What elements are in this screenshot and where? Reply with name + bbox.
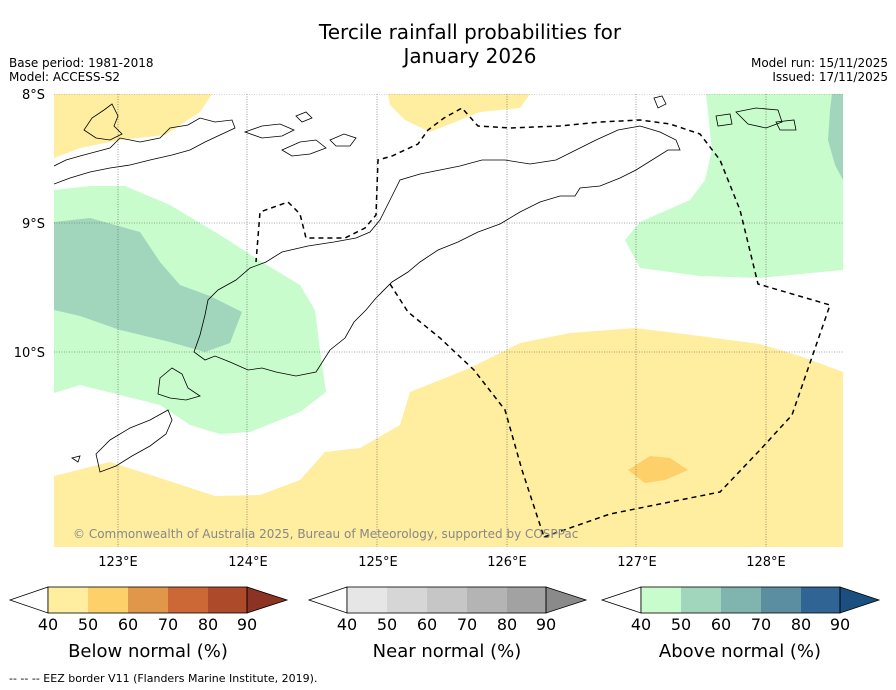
lat-label-8s: 8°S — [22, 88, 45, 103]
eez-border-timor-leste — [255, 107, 831, 538]
colorbar-below-normal-title: Below normal (%) — [68, 641, 228, 662]
below-normal-60-patch — [628, 456, 688, 483]
colorbar-near-normal-tick-80: 80 — [497, 615, 517, 634]
coastline-island-4 — [295, 111, 313, 123]
colorbar-above-normal-seg-50-60 — [681, 587, 721, 613]
eez-border — [255, 107, 831, 538]
issued-label: Issued: 17/11/2025 — [772, 70, 888, 84]
coastline-flores — [54, 117, 236, 185]
colorbar-below-normal-tick-90: 90 — [237, 615, 257, 634]
colorbar-below-normal-tick-40: 40 — [38, 615, 58, 634]
colorbar-below-normal-seg-60-70 — [128, 587, 168, 613]
eez-border-south-leg — [389, 283, 545, 538]
colorbar-near-normal-seg-80-90 — [507, 587, 546, 613]
colorbar-near-normal-seg-60-70 — [427, 587, 467, 613]
above-normal-60-west — [54, 218, 242, 352]
colorbar-near-normal-tick-60: 60 — [417, 615, 437, 634]
lon-label-125e: 125°E — [358, 555, 398, 570]
colorbar-above-normal-tick-90: 90 — [830, 615, 850, 634]
colorbar-above-normal-tick-60: 60 — [711, 615, 731, 634]
colorbar-below-normal-seg-80-90 — [208, 587, 247, 613]
coastline-sumba-north — [83, 103, 123, 141]
below-normal-50-north — [388, 94, 530, 132]
coastline-island-1 — [243, 123, 295, 139]
colorbar-near-normal-tick-40: 40 — [337, 615, 357, 634]
colorbar-below-normal-seg-70-80 — [168, 587, 208, 613]
above-normal-50-east — [625, 94, 843, 278]
copyright-notice: © Commonwealth of Australia 2025, Bureau… — [73, 527, 579, 541]
map-plot-area — [54, 94, 843, 547]
colorbar-near-normal-seg-50-60 — [387, 587, 427, 613]
colorbar-above-normal-low-arrow — [600, 586, 642, 614]
title-line-2: January 2026 — [403, 44, 537, 68]
colorbar-below-normal-seg-40-50 — [48, 587, 88, 613]
coastline-island-6 — [775, 119, 797, 131]
colorbar-below-normal: 40 50 60 70 80 90 Below normal (%) — [8, 586, 289, 662]
colorbar-above-normal-tick-40: 40 — [631, 615, 651, 634]
coastline-island-2 — [281, 139, 327, 157]
colorbar-above-normal-seg-80-90 — [801, 587, 840, 613]
colorbar-near-normal: 40 50 60 70 80 90 Near normal (%) — [307, 586, 588, 662]
eez-footnote: -- -- -- EEZ border V11 (Flanders Marine… — [9, 672, 318, 685]
lon-label-127e: 127°E — [617, 555, 657, 570]
colorbar-below-normal-seg-50-60 — [88, 587, 128, 613]
colorbar-near-normal-tick-70: 70 — [457, 615, 477, 634]
colorbar-near-normal-high-arrow — [545, 586, 588, 614]
colorbar-above-normal-seg-70-80 — [761, 587, 801, 613]
colorbar-below-normal-frame — [47, 586, 248, 614]
coastline-small-island-sw — [71, 455, 81, 463]
colorbar-near-normal-frame — [346, 586, 547, 614]
lon-label-126e: 126°E — [487, 555, 527, 570]
colorbar-below-normal-tick-60: 60 — [118, 615, 138, 634]
colorbar-near-normal-title: Near normal (%) — [373, 641, 522, 662]
colorbar-above-normal-seg-60-70 — [721, 587, 761, 613]
below-normal-50-northwest — [54, 94, 212, 158]
colorbar-above-normal-tick-70: 70 — [751, 615, 771, 634]
lat-labels: 8°S 9°S 10°S — [14, 88, 45, 361]
colorbar-above-normal-seg-40-50 — [641, 587, 681, 613]
base-period-label: Base period: 1981-2018 — [9, 56, 154, 70]
coastline-island-5 — [653, 95, 667, 109]
colorbars: 40 50 60 70 80 90 Below normal (%) 40 50… — [8, 586, 881, 662]
coastline-rote — [157, 367, 201, 401]
colorbar-below-normal-tick-50: 50 — [78, 615, 98, 634]
colorbar-above-normal-tick-80: 80 — [791, 615, 811, 634]
model-run-label: Model run: 15/11/2025 — [750, 56, 888, 70]
colorbar-above-normal-tick-50: 50 — [671, 615, 691, 634]
colorbar-below-normal-high-arrow — [246, 586, 289, 614]
colorbar-below-normal-tick-70: 70 — [158, 615, 178, 634]
coastline-island-7 — [715, 113, 733, 127]
below-normal-50-south — [54, 328, 843, 547]
map-title: Tercile rainfall probabilities for Janua… — [0, 20, 896, 68]
coastline-island-3 — [329, 133, 357, 147]
coastline-sawu — [95, 409, 173, 473]
meta-right: Model run: 15/11/2025 Issued: 17/11/2025 — [751, 56, 888, 84]
coastline-timor — [193, 125, 681, 377]
colorbar-below-normal-low-arrow — [8, 586, 49, 614]
colorbar-below-normal-tick-80: 80 — [198, 615, 218, 634]
colorbar-near-normal-seg-70-80 — [467, 587, 507, 613]
coastlines — [54, 95, 797, 473]
title-line-1: Tercile rainfall probabilities for — [318, 20, 622, 44]
lon-label-123e: 123°E — [98, 555, 138, 570]
model-label: Model: ACCESS-S2 — [9, 70, 121, 84]
colorbar-near-normal-tick-90: 90 — [536, 615, 556, 634]
colorbar-above-normal-frame — [640, 586, 841, 614]
colorbar-near-normal-tick-50: 50 — [377, 615, 397, 634]
meta-left: Base period: 1981-2018 Model: ACCESS-S2 — [9, 56, 154, 84]
colorbar-above-normal-title: Above normal (%) — [659, 641, 821, 662]
colorbar-near-normal-low-arrow — [307, 586, 348, 614]
lon-labels: 123°E 124°E 125°E 126°E 127°E 128°E — [98, 555, 786, 570]
lon-label-128e: 128°E — [746, 555, 786, 570]
lat-label-10s: 10°S — [14, 346, 45, 361]
colorbar-near-normal-seg-40-50 — [347, 587, 387, 613]
colorbar-above-normal: 40 50 60 70 80 90 Above normal (%) — [600, 586, 881, 662]
above-normal-60-east — [828, 94, 843, 180]
lat-label-9s: 9°S — [22, 217, 45, 232]
colorbar-above-normal-high-arrow — [839, 586, 881, 614]
lon-label-124e: 124°E — [228, 555, 268, 570]
coastline-wetar — [735, 107, 783, 129]
